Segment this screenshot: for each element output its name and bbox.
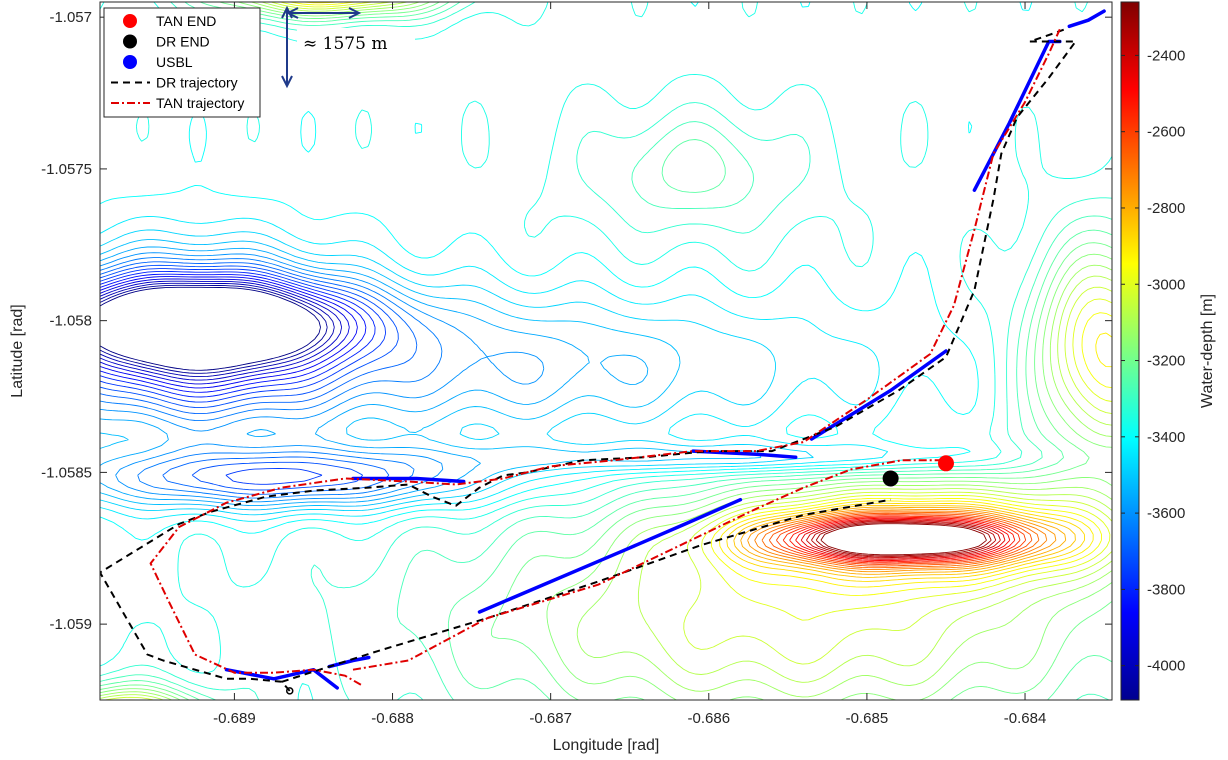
x-tick-label: -0.687 <box>529 710 572 727</box>
contour-line <box>806 519 1001 559</box>
contour-line <box>100 257 443 499</box>
colorbar-tick-label: -2400 <box>1147 47 1185 64</box>
contour-line <box>100 2 1112 700</box>
x-axis-label: Longitude [rad] <box>553 737 660 754</box>
legend-marker <box>123 34 137 49</box>
contour-line <box>100 286 321 371</box>
legend-label: DR END <box>156 34 210 50</box>
scale-arrowhead-bottom <box>281 75 293 89</box>
contour-line <box>100 2 1112 700</box>
colorbar-tick-label: -2600 <box>1147 124 1185 141</box>
plot-area <box>99 1 1113 701</box>
plot-frame <box>99 1 1113 701</box>
contour-line <box>800 518 1006 560</box>
legend: TAN END DR END USBL DR trajectory TAN trajec… <box>103 7 261 118</box>
contour-line <box>100 252 545 503</box>
contour-line <box>100 2 1033 541</box>
contour-line <box>747 508 1057 573</box>
start-ring <box>286 687 294 695</box>
dr-trajectory-line <box>281 498 891 683</box>
tan-end-marker <box>937 455 954 472</box>
colorbar-tick-label: -3200 <box>1147 353 1185 370</box>
contour-line <box>768 512 1033 567</box>
usbl-fix-segment <box>809 349 948 441</box>
legend-label: TAN END <box>156 13 216 29</box>
tan-trajectory-line <box>352 459 946 671</box>
usbl-fix-segment <box>1067 9 1106 29</box>
contour-line <box>100 246 649 507</box>
usbl-fix-segment <box>691 449 798 459</box>
usbl-fix-segment <box>477 497 743 614</box>
contour-line <box>100 268 387 485</box>
colorbar-gradient <box>1120 1 1140 701</box>
contour-line <box>782 515 1021 564</box>
tan-trajectory-line <box>149 28 1061 686</box>
contour-line <box>100 282 335 378</box>
contour-line <box>100 264 399 491</box>
contour-line <box>726 502 1085 582</box>
contour-line <box>761 511 1040 569</box>
y-tick-label: -1.059 <box>49 616 92 633</box>
x-axis: -0.689 -0.688 -0.687 -0.686 -0.685 -0.684 <box>213 2 1046 727</box>
legend-items: TAN END DR END USBL DR trajectory TAN trajec… <box>111 13 244 111</box>
contour-line <box>100 278 350 385</box>
contour-line <box>100 284 328 374</box>
contour-line <box>100 280 343 381</box>
colorbar-label: Water-depth [m] <box>1199 294 1216 408</box>
scale-annotation-text: ≈ 1575 m <box>303 34 387 54</box>
colorbar-tick-label: -3000 <box>1147 276 1185 293</box>
colorbar-tick-label: -3600 <box>1147 505 1185 522</box>
usbl-fix-segment <box>327 655 371 669</box>
colorbar-ticks: -2400 -2600 -2800 -3000 -3200 -3400 -3600 -3800… <box>1121 47 1185 675</box>
contour-line <box>795 517 1011 562</box>
contour-line <box>100 2 1112 700</box>
scale-arrowhead-right <box>348 7 362 19</box>
y-tick-label: -1.057 <box>49 9 92 26</box>
contour-line <box>100 216 889 522</box>
x-tick-label: -0.689 <box>213 710 256 727</box>
usbl-fix-segment <box>351 476 466 484</box>
colorbar-tick-label: -2800 <box>1147 200 1185 217</box>
scale-annotation: ≈ 1575 m <box>281 5 415 89</box>
y-tick-label: -1.0575 <box>41 161 92 178</box>
y-axis-label: Latitude [rad] <box>9 304 26 397</box>
x-tick-label: -0.686 <box>688 710 731 727</box>
y-tick-label: -1.058 <box>49 313 92 330</box>
scale-text-box <box>297 28 415 58</box>
x-tick-label: -0.684 <box>1004 710 1047 727</box>
legend-label: TAN trajectory <box>156 95 244 111</box>
contour-line <box>820 523 987 556</box>
dr-trajectory-line <box>100 28 1077 692</box>
usbl-fix-segment <box>224 667 339 690</box>
trajectory-layer <box>100 9 1106 695</box>
x-tick-label: -0.685 <box>846 710 889 727</box>
contour-line <box>100 276 358 389</box>
contour-line <box>100 229 814 516</box>
scale-arrowhead-top <box>281 5 293 19</box>
dr-end-marker <box>882 470 899 487</box>
contour-line <box>100 270 376 398</box>
colorbar: -2400 -2600 -2800 -3000 -3200 -3400 -3600 -3800… <box>1120 1 1216 701</box>
contour-line <box>100 273 367 393</box>
colorbar-tick-label: -3400 <box>1147 429 1185 446</box>
legend-marker <box>123 55 137 69</box>
contour-line <box>789 516 1016 563</box>
contour-line <box>100 261 418 495</box>
legend-marker <box>123 14 137 28</box>
y-tick-label: -1.0585 <box>41 464 92 481</box>
colorbar-tick-label: -4000 <box>1147 658 1185 675</box>
y-axis: -1.057 -1.0575 -1.058 -1.0585 -1.059 <box>41 9 1112 633</box>
x-tick-label: -0.688 <box>371 710 414 727</box>
legend-label: USBL <box>156 54 193 70</box>
legend-label: DR trajectory <box>156 75 238 91</box>
colorbar-tick-label: -3800 <box>1147 581 1185 598</box>
contour-line <box>754 510 1048 570</box>
contour-line <box>290 2 1112 596</box>
contour-line <box>815 522 992 557</box>
contour-line <box>811 521 997 558</box>
contour-line <box>776 514 1027 565</box>
